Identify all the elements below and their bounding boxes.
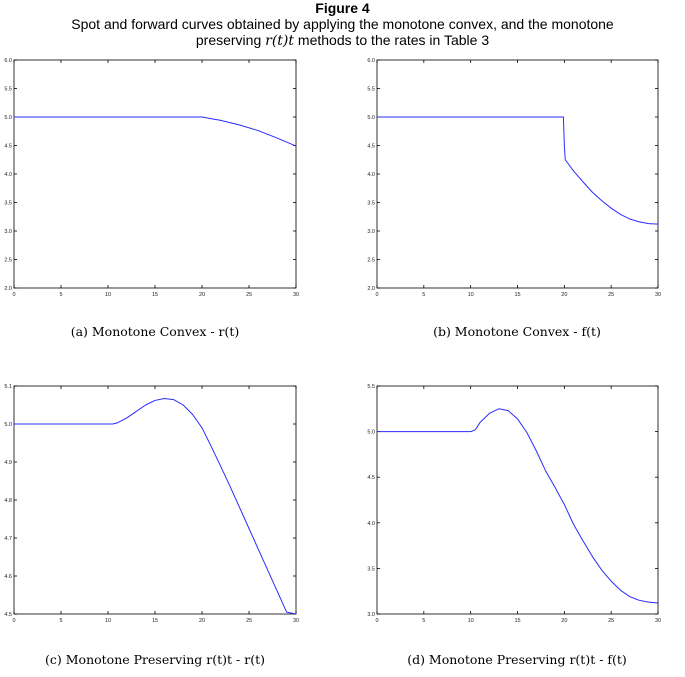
chart-2-xtick-label: 5 [422,292,425,298]
chart-3-xtick-label: 25 [246,618,252,624]
figure-caption-line2-pre: preserving [195,32,266,48]
chart-4-ytick-label: 3.5 [367,566,375,572]
chart-3-ytick-label: 4.5 [4,612,12,618]
chart-4-xtick-label: 0 [375,618,378,624]
chart-2-caption: (b) Monotone Convex - f(t) [433,324,601,339]
chart-2-ytick-label: 5.5 [367,87,375,93]
chart-2-xtick-label: 30 [655,292,661,298]
chart-1-xtick-label: 30 [293,292,299,298]
chart-1-xtick-label: 5 [59,292,62,298]
chart-4-xtick-label: 15 [514,618,520,624]
chart-4-ytick-label: 3.0 [367,612,375,618]
figure-caption-line1: Spot and forward curves obtained by appl… [71,16,614,32]
chart-2-ytick-label: 2.0 [367,286,375,292]
chart-3-ytick-label: 5.0 [4,422,12,428]
chart-1-ytick-label: 3.5 [4,201,12,207]
chart-2-xtick-label: 20 [561,292,567,298]
chart-3-ytick-label: 4.8 [4,498,12,504]
chart-2-ytick-label: 4.0 [367,172,375,178]
chart-2-ytick-label: 2.5 [367,258,375,264]
chart-2-ytick-label: 3.0 [367,229,375,235]
chart-1-ytick-label: 5.0 [4,115,12,121]
chart-1-xtick-label: 20 [199,292,205,298]
figure-caption-line2-post: methods to the rates in Table 3 [294,32,490,48]
chart-1-xtick-label: 0 [12,292,15,298]
chart-4-xtick-label: 5 [422,618,425,624]
figure-caption-line2-math: r(t)t [265,33,295,49]
figure-caption: Spot and forward curves obtained by appl… [0,16,685,49]
chart-1-ytick-label: 6.0 [4,58,12,64]
chart-3-ytick-label: 4.9 [4,460,12,466]
chart-1-ytick-label: 4.0 [4,172,12,178]
chart-4-ytick-label: 4.0 [367,521,375,527]
chart-4-frame [376,385,659,615]
chart-3-xtick-label: 10 [105,618,111,624]
chart-4-ytick-label: 5.0 [367,430,375,436]
chart-1-series-line [14,116,297,147]
chart-2-frame [376,59,659,289]
chart-2-xtick-label: 15 [514,292,520,298]
chart-4-xtick-label: 30 [655,618,661,624]
chart-3-xtick-label: 0 [12,618,15,624]
chart-2-xtick-label: 0 [375,292,378,298]
chart-2-ytick-label: 6.0 [367,58,375,64]
chart-3-xtick-label: 20 [199,618,205,624]
chart-3-frame [13,385,297,615]
chart-3-caption: (c) Monotone Preserving r(t)t - r(t) [45,652,265,667]
chart-2-xtick-label: 10 [468,292,474,298]
chart-2-ytick-label: 5.0 [367,115,375,121]
chart-1-xtick-label: 25 [246,292,252,298]
chart-1-caption: (a) Monotone Convex - r(t) [71,324,240,339]
chart-4-ytick-label: 5.5 [367,384,375,390]
chart-4-xtick-label: 10 [468,618,474,624]
figure-title: Figure 4 [315,0,370,16]
chart-1-xtick-label: 15 [152,292,158,298]
chart-4-xtick-label: 20 [561,618,567,624]
chart-3-ytick-label: 4.6 [4,574,12,580]
chart-3-ytick-label: 5.1 [4,384,12,390]
chart-1-xtick-label: 10 [105,292,111,298]
chart-1-ytick-label: 3.0 [4,229,12,235]
chart-4-caption: (d) Monotone Preserving r(t)t - f(t) [407,652,627,667]
chart-3-xtick-label: 5 [59,618,62,624]
chart-4-xtick-label: 25 [608,618,614,624]
chart-1-ytick-label: 2.5 [4,258,12,264]
chart-3-xtick-label: 30 [293,618,299,624]
chart-4-ytick-label: 4.5 [367,475,375,481]
chart-3-xtick-label: 15 [152,618,158,624]
chart-1-ytick-label: 2.0 [4,286,12,292]
chart-2-series-line [377,116,659,225]
chart-2-xtick-label: 25 [608,292,614,298]
chart-2-ytick-label: 3.5 [367,201,375,207]
chart-2-ytick-label: 4.5 [367,144,375,150]
chart-1-ytick-label: 5.5 [4,87,12,93]
chart-1-frame [13,59,297,289]
chart-4-series-line [377,408,659,604]
chart-1-ytick-label: 4.5 [4,144,12,150]
chart-3-ytick-label: 4.7 [4,536,12,542]
chart-3-series-line [14,398,297,615]
